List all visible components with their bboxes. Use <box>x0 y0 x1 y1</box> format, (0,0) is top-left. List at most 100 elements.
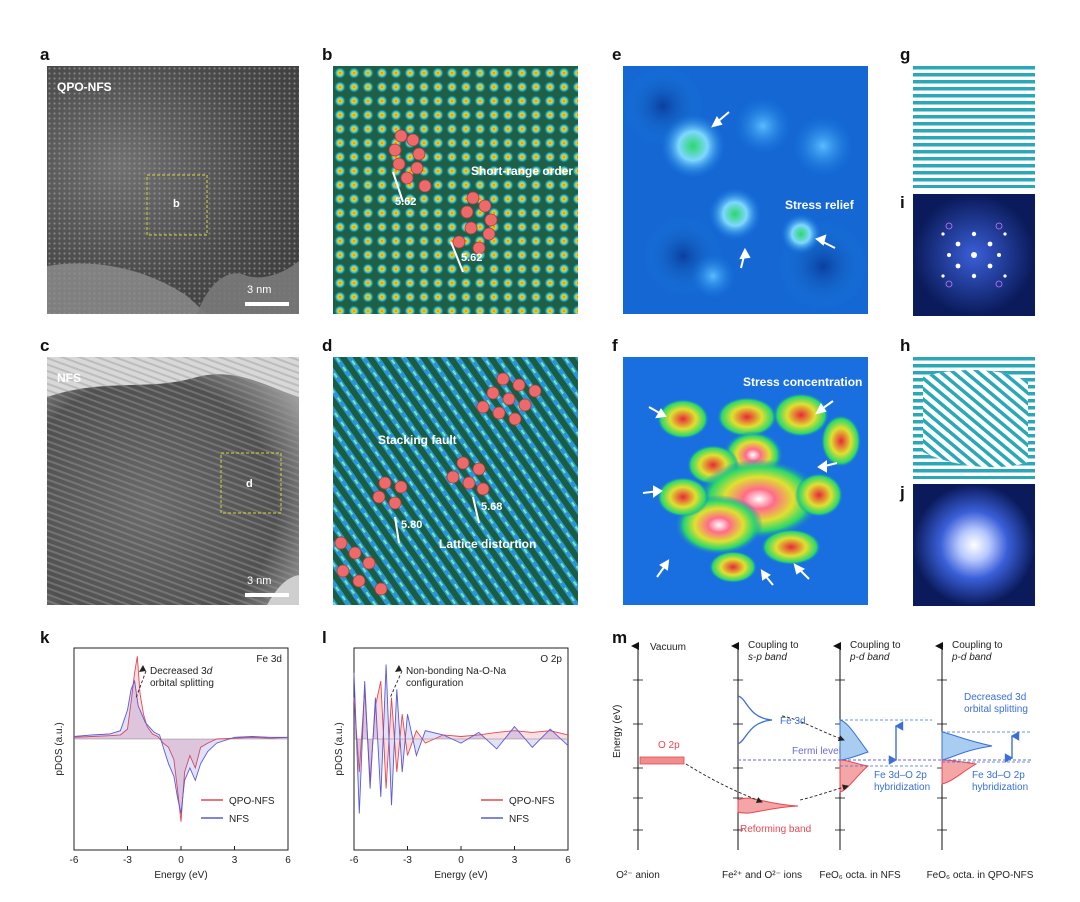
atom-lattice-distorted <box>333 357 578 605</box>
x-tick-label: 0 <box>178 855 184 866</box>
energy-diagram-svg: Energy (eV) Vacuum O 2p Coupling to s-p … <box>612 640 1034 881</box>
coupling-pd-2: p-d band <box>849 652 890 663</box>
series-fill-qpo-nfs <box>74 656 288 822</box>
strain-blobs-hot <box>623 357 868 605</box>
fft-diffuse <box>913 484 1035 606</box>
col-label-3: FeO₆ octa. in NFS <box>819 870 901 881</box>
reforming-label: Reforming band <box>740 824 811 835</box>
fermi-label: Fermi level <box>792 746 841 757</box>
energy-axis-label: Energy (eV) <box>612 705 623 758</box>
annotation-arrowhead <box>139 665 146 672</box>
x-tick-label: 3 <box>512 855 518 866</box>
coupling-sp-1: Coupling to <box>748 640 799 651</box>
legend-label-nfs: NFS <box>229 814 249 825</box>
decreased-label-2: orbital splitting <box>964 704 1028 715</box>
scale-label: 3 nm <box>247 284 272 296</box>
scale-label: 3 nm <box>247 575 272 587</box>
series-fill-nfs <box>354 664 568 814</box>
chart-k-svg: -6 -3 0 3 6 Energy (eV) pDOS (a.u.) Fe 3d QPO-NF… <box>54 647 291 881</box>
chart-k: -6 -3 0 3 6 Energy (eV) pDOS (a.u.) Fe 3d QPO-NF… <box>46 640 316 890</box>
legend-label-nfs: NFS <box>509 814 529 825</box>
tem-image-nfs: NFS d 3 nm <box>47 357 299 605</box>
annotation: Stress relief <box>785 198 854 212</box>
y-axis-label: pDOS (a.u.) <box>334 722 345 775</box>
panel-letter-b: b <box>322 45 333 64</box>
fringe-image-ordered <box>913 66 1035 188</box>
energy-diagram-m: Energy (eV) Vacuum O 2p Coupling to s-p … <box>612 640 1052 890</box>
panel-letter-h: h <box>900 336 911 355</box>
panel-letter-d: d <box>322 336 333 355</box>
hyb-label-2: hybridization <box>874 782 930 793</box>
annotation: Short-range order <box>471 164 574 178</box>
decreased-label-1: Decreased 3d <box>964 692 1026 703</box>
atom-lattice <box>333 66 578 314</box>
strain-map-stress-concentration: Stress concentration <box>623 357 868 605</box>
hyb-label-1: Fe 3d–O 2p <box>874 770 927 781</box>
legend-label-qpo-nfs: QPO-NFS <box>229 796 275 807</box>
vacuum-label: Vacuum <box>650 642 686 653</box>
annotation-arrow <box>389 670 403 699</box>
hybrid-band-qpo <box>941 759 978 785</box>
strain-blobs <box>623 66 868 314</box>
fringe-image-distorted <box>913 357 1035 479</box>
hyb-label-2b: hybridization <box>972 782 1028 793</box>
series-line-nfs <box>353 664 569 814</box>
x-tick-label: 3 <box>232 855 238 866</box>
sample-label: NFS <box>57 371 81 385</box>
distance-label-1: 5.62 <box>395 196 417 208</box>
x-tick-label: 0 <box>458 855 464 866</box>
x-tick-label: -3 <box>123 855 132 866</box>
panel-letter-e: e <box>612 45 622 64</box>
annotation: Stress concentration <box>743 375 863 389</box>
coupling-sp-2: s-p band <box>748 652 787 663</box>
fringe-lines-distorted <box>913 357 1035 479</box>
series-fill-qpo-nfs <box>354 681 568 789</box>
tem-image-qpo-nfs: QPO-NFS b 3 nm <box>47 66 299 314</box>
panel-letter-j: j <box>900 483 905 502</box>
fe3d-band-qpo <box>941 731 993 761</box>
atomic-map-short-range-order: Short-range order 5.62 5.62 <box>333 66 578 314</box>
series-line-qpo-nfs <box>73 656 289 822</box>
fe3d-band-nfs <box>839 719 869 761</box>
o2p-label: O 2p <box>658 740 680 751</box>
o2p-level <box>639 756 685 765</box>
col-label-2: Fe²⁺ and O²⁻ ions <box>722 870 802 881</box>
panel-letter-i: i <box>900 193 905 212</box>
coupling-pd-2b: p-d band <box>951 652 992 663</box>
legend-label-qpo-nfs: QPO-NFS <box>509 796 555 807</box>
y-axis-label: pDOS (a.u.) <box>54 722 65 775</box>
col-label-1: O²⁻ anion <box>616 870 660 881</box>
panel-letter-a: a <box>40 45 50 64</box>
distance-label-1: 5.80 <box>401 519 423 531</box>
selection-box <box>220 452 282 514</box>
scale-bar <box>245 302 289 306</box>
selection-box <box>146 174 208 236</box>
x-tick-label: -6 <box>70 855 79 866</box>
hyb-label-1b: Fe 3d–O 2p <box>972 770 1025 781</box>
scale-bar <box>245 593 289 597</box>
panel-letter-k: k <box>40 628 50 647</box>
annotation-line-1: Decreased 3d <box>150 666 213 677</box>
fe3d-label: Fe 3d <box>780 716 806 727</box>
annotation-stacking-fault: Stacking fault <box>378 433 457 447</box>
x-tick-label: 6 <box>565 855 571 866</box>
x-tick-label: -6 <box>350 855 359 866</box>
chart-l-svg: -6 -3 0 3 6 Energy (eV) pDOS (a.u.) O 2p QPO-NFS… <box>334 647 571 881</box>
annotation-line-2: orbital splitting <box>150 678 214 689</box>
tem-texture <box>47 66 299 314</box>
sample-label: QPO-NFS <box>57 80 112 94</box>
strain-map-stress-relief: Stress relief <box>623 66 868 314</box>
chart-l: -6 -3 0 3 6 Energy (eV) pDOS (a.u.) O 2p QPO-NFS… <box>326 640 596 890</box>
panel-letter-l: l <box>322 628 327 647</box>
tem-texture-nfs <box>47 357 299 605</box>
panel-letter-c: c <box>40 336 50 355</box>
box-label: d <box>246 478 253 490</box>
fft-pattern-ordered <box>913 194 1035 316</box>
panel-letter-m: m <box>612 628 628 647</box>
chart-title: Fe 3d <box>256 654 282 665</box>
atomic-map-stacking-fault: Stacking fault Lattice distortion 5.80 5… <box>333 357 578 605</box>
coupling-pd-1: Coupling to <box>850 640 901 651</box>
annotation-lattice-distortion: Lattice distortion <box>439 537 537 551</box>
series-line-nfs <box>73 679 288 814</box>
panel-letter-f: f <box>612 336 618 355</box>
